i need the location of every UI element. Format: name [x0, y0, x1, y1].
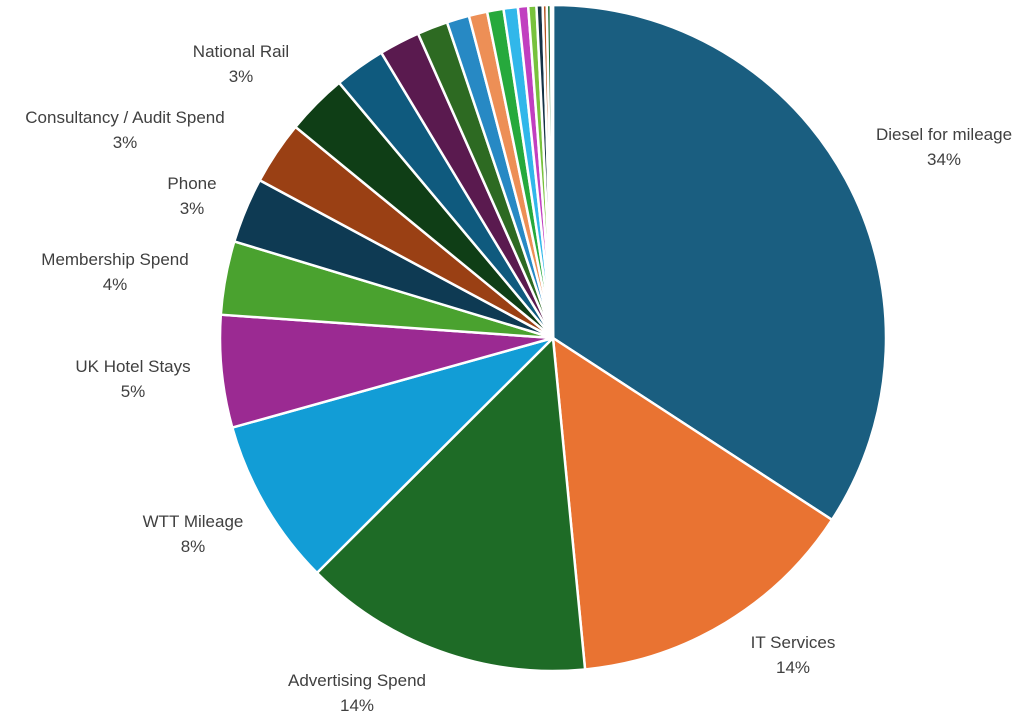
pie-slice-4 [231, 336, 555, 575]
slice-label-1: Diesel for mileage 34% [876, 125, 1012, 169]
pie-slices [218, 3, 888, 673]
slice-label-percent: 14% [776, 658, 810, 677]
slice-label-name: Phone [167, 174, 216, 193]
pie-slice-2 [551, 336, 834, 671]
slice-label-name: IT Services [751, 633, 836, 652]
slice-label-name: Advertising Spend [288, 671, 426, 690]
slice-label-name: Membership Spend [41, 250, 188, 269]
slice-label-5: UK Hotel Stays 5% [75, 357, 190, 401]
slice-label-percent: 5% [121, 382, 146, 401]
slice-label-percent: 3% [113, 133, 138, 152]
slice-label-percent: 3% [229, 67, 254, 86]
slice-label-3: Advertising Spend 14% [288, 671, 426, 715]
slice-label-2: IT Services 14% [751, 633, 836, 677]
slice-label-7: Phone 3% [167, 174, 216, 218]
slice-label-6: Membership Spend 4% [41, 250, 188, 294]
slice-label-4: WTT Mileage 8% [143, 512, 244, 556]
slice-label-name: Consultancy / Audit Spend [25, 108, 224, 127]
slice-label-percent: 14% [340, 696, 374, 715]
pie-slice-3 [315, 336, 587, 673]
slice-label-name: National Rail [193, 42, 289, 61]
slice-label-8: Consultancy / Audit Spend 3% [25, 108, 224, 152]
slice-label-percent: 4% [103, 275, 128, 294]
slice-label-percent: 8% [181, 537, 206, 556]
slice-label-name: Diesel for mileage [876, 125, 1012, 144]
slice-label-percent: 3% [180, 199, 205, 218]
pie-slice-22 [549, 3, 555, 340]
slice-label-9: National Rail 3% [193, 42, 289, 86]
slice-label-percent: 34% [927, 150, 961, 169]
slice-label-name: WTT Mileage [143, 512, 244, 531]
slice-label-name: UK Hotel Stays [75, 357, 190, 376]
